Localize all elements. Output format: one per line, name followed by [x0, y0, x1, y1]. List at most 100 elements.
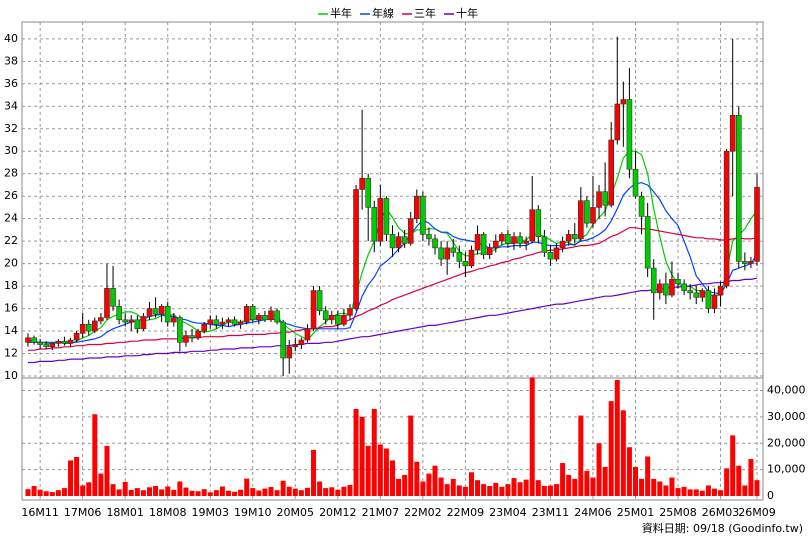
- candle-body: [243, 306, 250, 323]
- volume-bar: [128, 489, 134, 496]
- volume-bar: [730, 435, 736, 496]
- volume-bar: [365, 445, 371, 496]
- candle-body: [529, 209, 536, 242]
- candle-body: [383, 198, 390, 235]
- volume-bar: [554, 484, 560, 496]
- x-tick-label: 25M08: [659, 506, 697, 519]
- candle-body: [274, 310, 280, 323]
- candle-body: [292, 344, 299, 348]
- x-tick-label: 20M05: [277, 506, 315, 519]
- volume-bar: [578, 415, 584, 496]
- volume-bar: [602, 467, 608, 496]
- y2-tick-label: 30,000: [767, 410, 806, 423]
- y2-tick-label: 0: [767, 489, 774, 502]
- volume-bar: [505, 484, 511, 496]
- volume-bar: [207, 492, 213, 496]
- volume-bar: [596, 443, 602, 496]
- volume-bar: [748, 459, 754, 496]
- x-tick-label: 17M06: [64, 506, 102, 519]
- candle-body: [171, 317, 177, 323]
- volume-bar: [541, 485, 547, 496]
- volume-bar: [408, 415, 414, 496]
- x-tick-label: 22M09: [447, 506, 485, 519]
- candle-body: [116, 306, 122, 321]
- candle-body: [298, 339, 305, 345]
- volume-bar: [481, 484, 487, 496]
- candle-body: [444, 247, 450, 260]
- candle-body: [413, 195, 420, 219]
- volume-bar: [311, 449, 317, 496]
- candle-body: [559, 240, 566, 249]
- candle-body: [456, 252, 463, 262]
- volume-bar: [468, 472, 474, 496]
- x-tick-label: 19M10: [234, 506, 272, 519]
- candle-body: [183, 335, 189, 343]
- volume-bar: [414, 461, 420, 496]
- volume-bar: [68, 460, 74, 496]
- candle-body: [729, 114, 736, 152]
- volume-bar: [566, 474, 572, 496]
- candle-body: [644, 216, 651, 269]
- x-tick-label: 20M12: [319, 506, 357, 519]
- candle-body: [669, 279, 675, 296]
- candle-body: [492, 240, 499, 249]
- candle-body: [511, 236, 517, 244]
- candle-body: [304, 328, 311, 341]
- candle-body: [73, 332, 80, 341]
- volume-bar: [286, 486, 292, 496]
- volume-bar: [201, 489, 207, 496]
- candle-body: [249, 306, 256, 321]
- volume-bar: [86, 482, 92, 496]
- volume-bar: [560, 463, 566, 496]
- candle-body: [371, 207, 378, 242]
- candle-body: [596, 191, 602, 208]
- candle-body: [152, 308, 159, 315]
- candle-body: [553, 247, 560, 260]
- volume-bar: [171, 489, 177, 496]
- volume-bar: [262, 488, 268, 496]
- y2-tick-label: 40,000: [767, 384, 806, 397]
- candle-body: [681, 283, 687, 291]
- candle-body: [650, 267, 657, 294]
- volume-bar: [456, 485, 462, 496]
- volume-bar: [55, 490, 61, 496]
- candle-body: [590, 207, 596, 224]
- volume-bar: [675, 488, 681, 496]
- volume-bar: [329, 487, 335, 496]
- volume-bar: [49, 492, 55, 496]
- candle-body: [699, 290, 706, 298]
- candle-body: [499, 234, 505, 242]
- candle-body: [523, 240, 529, 244]
- candle-body: [201, 324, 207, 332]
- volume-bar: [232, 491, 238, 496]
- y-tick-label: 20: [4, 257, 18, 270]
- volume-bar: [353, 409, 359, 496]
- volume-bar: [37, 489, 43, 496]
- volume-bar: [699, 490, 705, 496]
- volume-bar: [432, 465, 438, 496]
- candle-body: [541, 236, 548, 253]
- candle-body: [535, 209, 542, 237]
- candle-body: [25, 337, 31, 343]
- candle-body: [705, 290, 712, 309]
- volume-bar: [165, 486, 171, 496]
- legend-label: 半年: [330, 6, 352, 20]
- volume-bar: [657, 481, 663, 496]
- candle-body: [237, 321, 244, 325]
- footer: 資料日期: 09/18 (Goodinfo.tw): [642, 521, 803, 535]
- volume-bar: [122, 481, 128, 496]
- x-tick-label: 18M08: [149, 506, 187, 519]
- candle-body: [578, 200, 584, 240]
- volume-bar: [147, 487, 152, 496]
- y-tick-label: 32: [4, 122, 18, 135]
- volume-bar: [238, 489, 244, 496]
- candle-body: [195, 330, 201, 339]
- candle-body: [256, 315, 262, 321]
- volume-bar: [462, 486, 468, 496]
- volume-bar: [711, 488, 717, 496]
- candle-body: [92, 320, 98, 332]
- candle-body: [207, 319, 214, 325]
- candle-body: [146, 308, 153, 317]
- volume-bar: [396, 478, 402, 496]
- candle-body: [213, 319, 220, 325]
